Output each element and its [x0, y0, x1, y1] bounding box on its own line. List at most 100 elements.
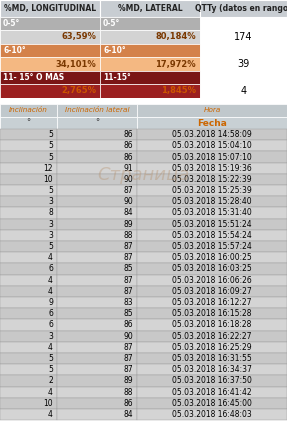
Bar	[57, 129, 137, 140]
Bar	[0, 375, 57, 387]
Text: Страница: Страница	[97, 166, 189, 184]
Text: 4: 4	[48, 276, 53, 285]
Text: 6: 6	[48, 264, 53, 273]
Text: 80,184%: 80,184%	[155, 33, 196, 42]
Bar	[137, 353, 287, 364]
Text: 5: 5	[48, 242, 53, 251]
Text: 87: 87	[123, 253, 133, 262]
Text: 11-15°: 11-15°	[103, 73, 131, 82]
Bar	[100, 44, 200, 57]
Bar	[0, 319, 57, 331]
Bar	[57, 364, 137, 375]
Bar	[0, 387, 57, 398]
Bar	[200, 17, 287, 30]
Bar	[57, 409, 137, 420]
Text: 17,972%: 17,972%	[155, 59, 196, 68]
Bar	[0, 129, 57, 140]
Text: 3: 3	[48, 220, 53, 229]
Bar	[100, 0, 200, 17]
Bar	[57, 163, 137, 174]
Bar	[0, 409, 57, 420]
Text: 88: 88	[123, 388, 133, 397]
Text: 88: 88	[123, 231, 133, 240]
Text: 85: 85	[123, 264, 133, 273]
Bar	[0, 207, 57, 218]
Bar	[200, 0, 287, 17]
Text: 05.03.2018 15:28:40: 05.03.2018 15:28:40	[172, 197, 252, 206]
Bar	[57, 264, 137, 275]
Bar	[137, 409, 287, 420]
Bar	[137, 230, 287, 241]
Text: 86: 86	[123, 320, 133, 329]
Bar	[137, 185, 287, 196]
Text: 3: 3	[48, 332, 53, 341]
Text: 84: 84	[123, 410, 133, 419]
Bar	[0, 364, 57, 375]
Bar	[57, 331, 137, 342]
Text: 12: 12	[44, 164, 53, 173]
Bar	[200, 84, 287, 98]
Bar	[200, 30, 287, 44]
Text: 05.03.2018 15:07:10: 05.03.2018 15:07:10	[172, 153, 252, 162]
Text: 39: 39	[237, 59, 250, 69]
Text: 4: 4	[48, 388, 53, 397]
Text: 87: 87	[123, 343, 133, 352]
Text: 84: 84	[123, 209, 133, 218]
Text: °: °	[95, 119, 99, 128]
Text: 87: 87	[123, 287, 133, 296]
Text: 90: 90	[123, 332, 133, 341]
Bar	[0, 71, 100, 84]
Text: 87: 87	[123, 354, 133, 363]
Bar	[0, 331, 57, 342]
Bar	[100, 84, 200, 98]
Bar	[137, 140, 287, 151]
Text: 87: 87	[123, 186, 133, 195]
Text: %MD, LONGITUDINAL: %MD, LONGITUDINAL	[4, 4, 96, 13]
Text: 05.03.2018 16:00:25: 05.03.2018 16:00:25	[172, 253, 252, 262]
Bar	[0, 230, 57, 241]
Bar	[137, 264, 287, 275]
Bar	[137, 196, 287, 207]
Bar	[100, 71, 200, 84]
Bar	[137, 286, 287, 297]
Text: 05.03.2018 16:31:55: 05.03.2018 16:31:55	[172, 354, 252, 363]
Bar	[57, 104, 137, 117]
Text: 4: 4	[48, 287, 53, 296]
Bar	[137, 117, 287, 129]
Text: 1,845%: 1,845%	[161, 86, 196, 95]
Text: 05.03.2018 15:04:10: 05.03.2018 15:04:10	[172, 141, 252, 150]
Text: 05.03.2018 15:19:36: 05.03.2018 15:19:36	[172, 164, 252, 173]
Bar	[57, 308, 137, 319]
Text: 63,59%: 63,59%	[61, 33, 96, 42]
Bar	[57, 140, 137, 151]
Text: 0-5°: 0-5°	[103, 19, 120, 28]
Text: 0-5°: 0-5°	[3, 19, 20, 28]
Bar	[57, 286, 137, 297]
Text: 4: 4	[241, 86, 247, 96]
Text: 10: 10	[43, 175, 53, 184]
Bar	[137, 342, 287, 353]
Bar	[0, 104, 57, 117]
Text: Hora: Hora	[203, 108, 221, 114]
Text: 5: 5	[48, 354, 53, 363]
Bar	[0, 84, 100, 98]
Text: 90: 90	[123, 197, 133, 206]
Text: QTTy (datos en rango): QTTy (datos en rango)	[195, 4, 287, 13]
Bar	[0, 98, 287, 104]
Text: 87: 87	[123, 242, 133, 251]
Bar	[100, 30, 200, 44]
Bar	[137, 375, 287, 387]
Bar	[57, 151, 137, 163]
Bar	[0, 140, 57, 151]
Bar	[57, 117, 137, 129]
Bar	[137, 308, 287, 319]
Bar	[137, 241, 287, 252]
Bar	[57, 196, 137, 207]
Bar	[0, 174, 57, 185]
Text: 91: 91	[123, 164, 133, 173]
Text: 05.03.2018 15:51:24: 05.03.2018 15:51:24	[172, 220, 252, 229]
Text: 83: 83	[123, 298, 133, 307]
Text: 6-10°: 6-10°	[103, 46, 126, 55]
Text: 5: 5	[48, 130, 53, 139]
Text: 86: 86	[123, 399, 133, 408]
